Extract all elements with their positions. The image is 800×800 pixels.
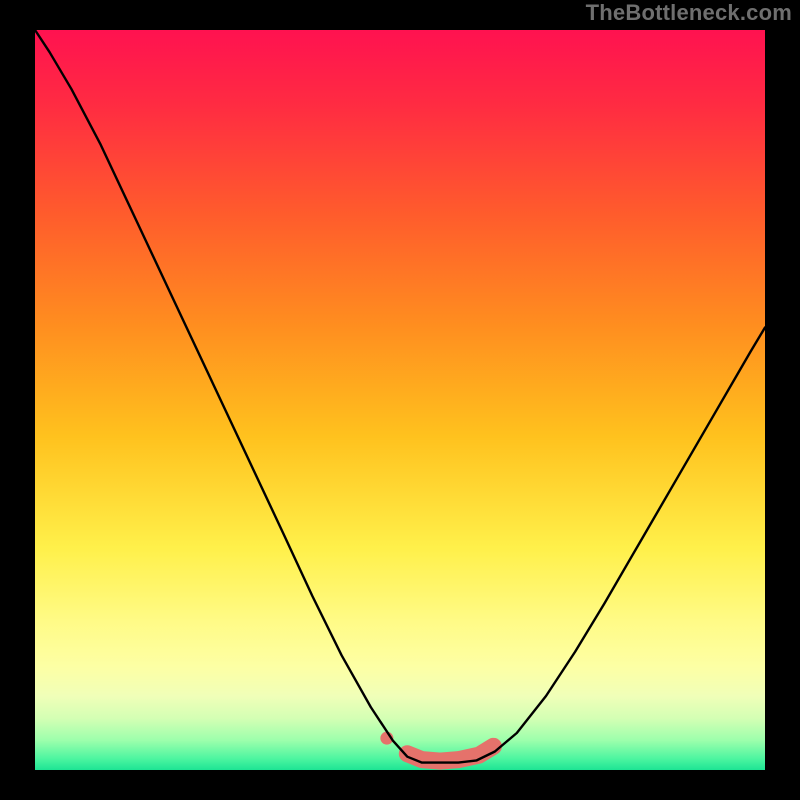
plot-area xyxy=(35,30,765,770)
watermark-text: TheBottleneck.com xyxy=(586,0,792,26)
plot-background xyxy=(35,30,765,770)
chart-frame: TheBottleneck.com xyxy=(0,0,800,800)
